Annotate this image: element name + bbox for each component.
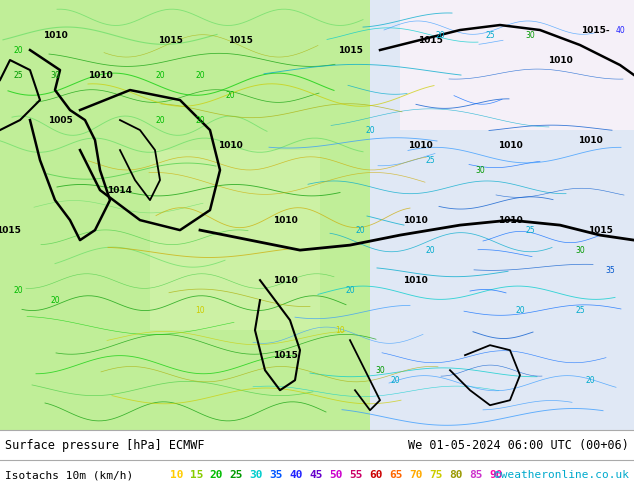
- Text: 20: 20: [355, 225, 365, 235]
- Text: 25: 25: [575, 306, 585, 315]
- Polygon shape: [370, 0, 634, 430]
- Text: 20: 20: [225, 91, 235, 99]
- Polygon shape: [150, 150, 320, 330]
- Text: 1010: 1010: [498, 141, 522, 149]
- Text: 1010: 1010: [578, 136, 602, 145]
- Text: 1015: 1015: [588, 225, 612, 235]
- Text: 1010: 1010: [273, 216, 297, 224]
- Text: 20: 20: [195, 71, 205, 79]
- Text: 10: 10: [335, 326, 345, 335]
- Text: 1014: 1014: [108, 186, 133, 195]
- Text: 30: 30: [375, 366, 385, 375]
- Text: ©weatheronline.co.uk: ©weatheronline.co.uk: [494, 470, 629, 480]
- Text: 30: 30: [50, 71, 60, 79]
- Text: 20: 20: [435, 30, 445, 40]
- Polygon shape: [400, 0, 634, 130]
- Text: 20: 20: [425, 245, 435, 255]
- Text: 65: 65: [389, 470, 403, 480]
- Text: 60: 60: [370, 470, 383, 480]
- Text: 20: 20: [210, 470, 223, 480]
- Text: 10: 10: [170, 470, 183, 480]
- Text: 75: 75: [429, 470, 443, 480]
- Text: 20: 20: [195, 116, 205, 124]
- Text: 1010: 1010: [403, 276, 427, 285]
- Text: 25: 25: [425, 156, 435, 165]
- Text: 1010: 1010: [273, 276, 297, 285]
- Text: 20: 20: [515, 306, 525, 315]
- Text: 50: 50: [330, 470, 343, 480]
- Text: 30: 30: [475, 166, 485, 174]
- Text: 25: 25: [525, 225, 535, 235]
- Text: 25: 25: [230, 470, 243, 480]
- Text: 30: 30: [250, 470, 263, 480]
- Text: 20: 20: [345, 286, 355, 294]
- Text: 1010: 1010: [217, 141, 242, 149]
- Text: 30: 30: [575, 245, 585, 255]
- Text: 40: 40: [290, 470, 303, 480]
- Text: 1015: 1015: [337, 46, 363, 54]
- Text: 1010: 1010: [408, 141, 432, 149]
- Text: 1010: 1010: [548, 55, 573, 65]
- Text: 1005: 1005: [48, 116, 72, 124]
- Text: 1015: 1015: [0, 225, 20, 235]
- Text: 20: 20: [50, 295, 60, 305]
- Text: Isotachs 10m (km/h): Isotachs 10m (km/h): [5, 470, 133, 480]
- Text: 45: 45: [309, 470, 323, 480]
- Text: 30: 30: [525, 30, 535, 40]
- Text: 10: 10: [195, 306, 205, 315]
- Text: 1010: 1010: [498, 216, 522, 224]
- Text: 1015: 1015: [228, 35, 252, 45]
- Text: Surface pressure [hPa] ECMWF: Surface pressure [hPa] ECMWF: [5, 439, 205, 452]
- Text: 1010: 1010: [42, 30, 67, 40]
- Text: 1015: 1015: [418, 35, 443, 45]
- Text: We 01-05-2024 06:00 UTC (00+06): We 01-05-2024 06:00 UTC (00+06): [408, 439, 629, 452]
- Text: 55: 55: [350, 470, 363, 480]
- Text: 40: 40: [615, 25, 625, 34]
- Polygon shape: [0, 0, 370, 430]
- Text: 25: 25: [13, 71, 23, 79]
- Text: 20: 20: [390, 376, 400, 385]
- Text: 70: 70: [410, 470, 423, 480]
- Text: 85: 85: [469, 470, 483, 480]
- Text: 1015: 1015: [158, 35, 183, 45]
- Text: 1010: 1010: [87, 71, 112, 79]
- Text: 15: 15: [190, 470, 204, 480]
- Text: 1015: 1015: [273, 351, 297, 360]
- Text: 20: 20: [13, 286, 23, 294]
- Text: 1015-: 1015-: [581, 25, 609, 34]
- Text: 20: 20: [155, 116, 165, 124]
- Text: 20: 20: [585, 376, 595, 385]
- Text: 80: 80: [450, 470, 463, 480]
- Text: 35: 35: [270, 470, 283, 480]
- Text: 25: 25: [485, 30, 495, 40]
- Text: 35: 35: [605, 266, 615, 274]
- Text: 90: 90: [489, 470, 503, 480]
- Text: 20: 20: [365, 125, 375, 135]
- Text: 1010: 1010: [403, 216, 427, 224]
- Text: 20: 20: [13, 46, 23, 54]
- Text: 20: 20: [155, 71, 165, 79]
